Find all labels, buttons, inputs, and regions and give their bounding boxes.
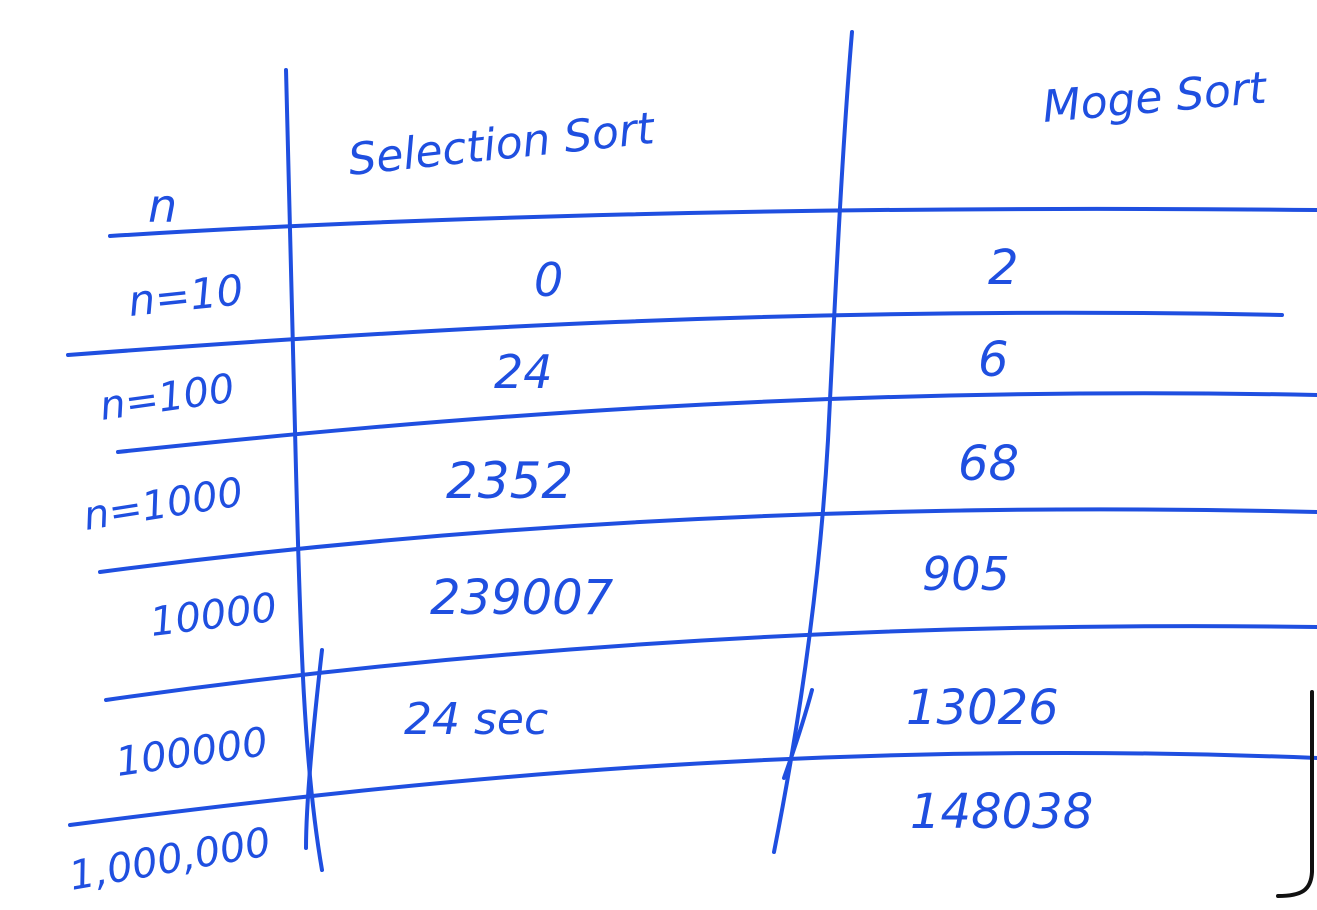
row-4-merge: 905 bbox=[922, 547, 1010, 601]
row-rule-3 bbox=[98, 507, 1317, 574]
row-6-n: 1,000,000 bbox=[66, 819, 274, 900]
row-rule-4 bbox=[104, 624, 1317, 702]
column-divider-3 bbox=[304, 648, 324, 850]
row-2-selection: 24 bbox=[494, 345, 553, 399]
row-1-selection: 0 bbox=[534, 253, 563, 307]
row-3-selection: 2352 bbox=[446, 452, 573, 510]
column-divider-1 bbox=[284, 68, 324, 872]
row-1-merge: 2 bbox=[988, 240, 1019, 296]
row-5-selection: 24 sec bbox=[404, 694, 548, 745]
divider-tick bbox=[782, 688, 814, 780]
row-4-n: 10000 bbox=[148, 585, 280, 646]
header-rule bbox=[108, 206, 1317, 238]
row-rule-1 bbox=[66, 310, 1284, 357]
row-5-n: 100000 bbox=[113, 719, 271, 786]
board-edge bbox=[1276, 690, 1314, 898]
row-6-merge: 148038 bbox=[910, 784, 1093, 840]
header-merge-sort: Moge Sort bbox=[1041, 62, 1270, 132]
row-3-n: n=1000 bbox=[80, 469, 246, 540]
header-n: n bbox=[148, 179, 177, 233]
row-4-selection: 239007 bbox=[430, 570, 614, 626]
row-rule-5 bbox=[68, 750, 1317, 827]
header-selection-sort: Selection Sort bbox=[346, 103, 658, 186]
row-2-merge: 6 bbox=[978, 332, 1009, 388]
row-3-merge: 68 bbox=[958, 436, 1019, 492]
row-rule-2 bbox=[116, 391, 1317, 454]
column-divider-2 bbox=[772, 30, 854, 854]
row-2-n: n=100 bbox=[97, 366, 237, 430]
row-1-n: n=10 bbox=[126, 265, 246, 326]
row-5-merge: 13026 bbox=[906, 680, 1059, 736]
